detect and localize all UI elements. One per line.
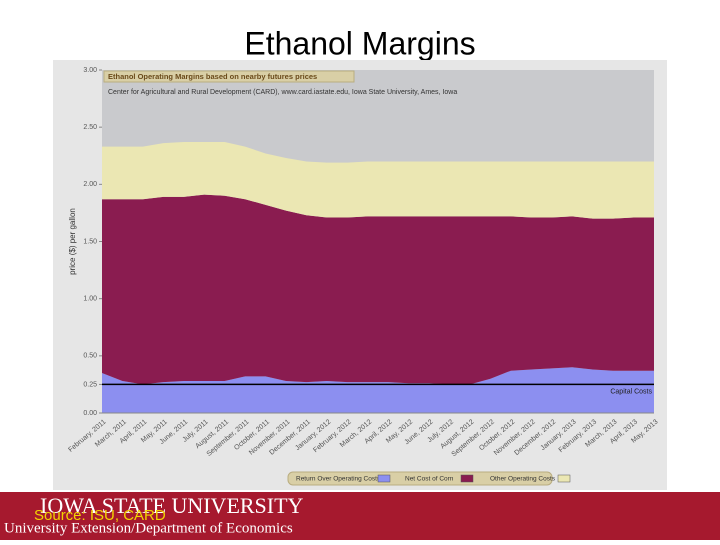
- area: [102, 367, 654, 413]
- y-axis-label: price ($) per gallon: [68, 208, 77, 275]
- legend-box: [287, 471, 553, 486]
- y-tick-label: 3.00: [83, 67, 97, 74]
- y-tick-label: 2.50: [83, 124, 97, 131]
- y-tick-label: 2.00: [83, 181, 97, 188]
- chart: Capital Costs 0.00 0.25 0.50 1.00 1.50 2.00 2.5…: [67, 67, 660, 486]
- legend-swatch: [377, 474, 391, 483]
- area: [102, 142, 654, 219]
- chart-title: Ethanol Operating Margins based on nearb…: [108, 72, 317, 81]
- legend-swatch: [460, 474, 474, 483]
- reference-label: Capital Costs: [610, 388, 652, 395]
- footer-band: [0, 492, 720, 540]
- university-name: IOWA STATE UNIVERSITY: [40, 493, 304, 518]
- area: [102, 194, 654, 385]
- legend-swatch: [557, 474, 571, 483]
- department: University Extension/Department of Econo…: [4, 520, 293, 536]
- y-tick-label: 0.00: [83, 410, 97, 417]
- chart-subtitle: Center for Agricultural and Rural Develo…: [108, 89, 457, 96]
- source: Source: ISU, CARD: [34, 507, 166, 524]
- legend-label: Return Over Operating Costs: [296, 476, 381, 483]
- legend-label: Other Operating Costs: [490, 476, 556, 483]
- chart-title-box: [103, 70, 355, 83]
- y-tick-label: 1.00: [83, 296, 97, 303]
- slide-title: Ethanol Margins: [244, 25, 475, 61]
- y-tick-label: 0.50: [83, 353, 97, 360]
- legend-label: Net Cost of Corn: [405, 476, 454, 483]
- y-tick-label: 1.50: [83, 238, 97, 245]
- y-tick-label: 0.25: [83, 381, 97, 388]
